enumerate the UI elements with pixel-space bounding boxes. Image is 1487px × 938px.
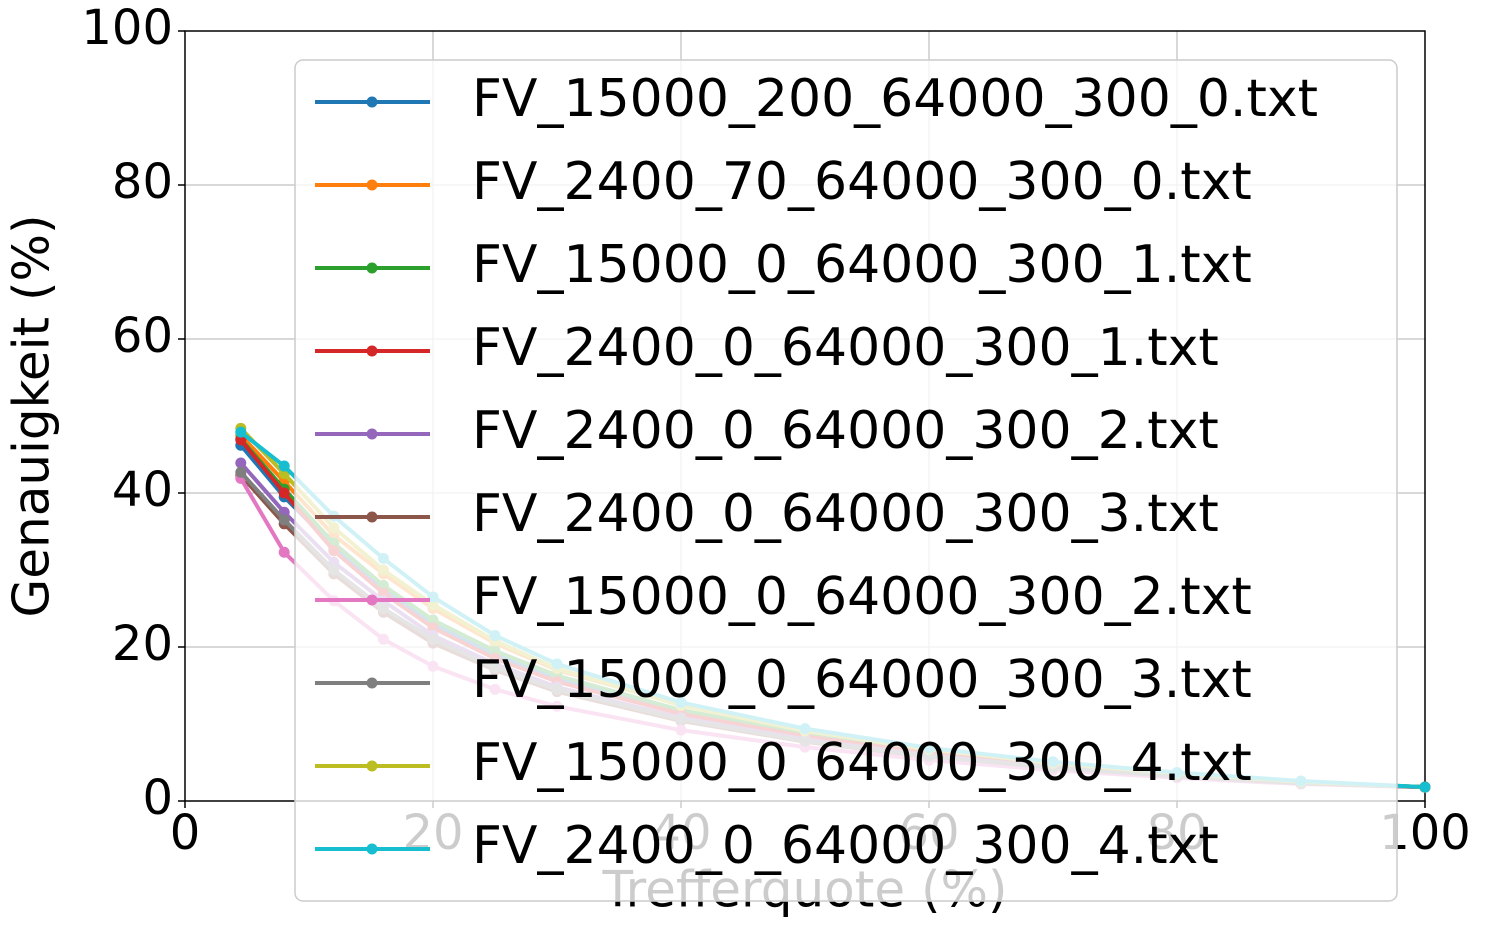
y-tick-label: 80 [112,154,173,210]
legend-marker [366,760,378,772]
legend-label: FV_15000_200_64000_300_0.txt [472,69,1318,129]
point [235,434,247,446]
y-tick-label: 40 [112,462,173,518]
point [1419,781,1431,793]
legend-marker [366,511,378,523]
legend-marker [366,179,378,191]
y-tick-label: 20 [112,616,173,672]
legend: FV_15000_200_64000_300_0.txt FV_2400_70_6… [294,59,1398,902]
legend-label: FV_2400_0_64000_300_4.txt [472,816,1219,876]
point [278,460,290,472]
legend-marker [366,345,378,357]
legend-label: FV_15000_0_64000_300_2.txt [472,567,1252,627]
legend-marker [366,594,378,606]
legend-label: FV_2400_70_64000_300_0.txt [472,152,1252,212]
legend-label: FV_2400_0_64000_300_1.txt [472,318,1219,378]
legend-label: FV_15000_0_64000_300_3.txt [472,650,1252,710]
point [278,514,290,526]
point [235,426,247,438]
legend-label: FV_2400_0_64000_300_2.txt [472,401,1219,461]
point [235,466,247,478]
legend-label: FV_2400_0_64000_300_3.txt [472,484,1219,544]
y-tick-label: 100 [81,0,173,56]
point [278,546,290,558]
y-tick-label: 0 [142,770,173,826]
y-axis-label: Genauigkeit (%) [3,214,61,617]
legend-marker [366,843,378,855]
legend-marker [366,677,378,689]
legend-box [294,59,1398,902]
x-tick-label: 0 [170,805,201,861]
point [278,487,290,499]
point [235,457,247,469]
y-tick-label: 60 [112,308,173,364]
legend-marker [366,428,378,440]
legend-marker [366,262,378,274]
legend-label: FV_15000_0_64000_300_1.txt [472,235,1252,295]
legend-marker [366,96,378,108]
legend-label: FV_15000_0_64000_300_4.txt [472,733,1252,793]
